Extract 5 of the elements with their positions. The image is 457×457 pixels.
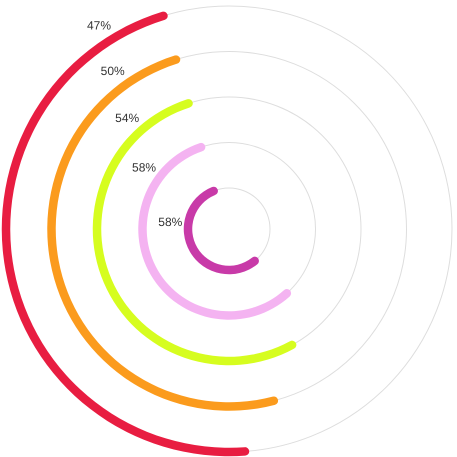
- data-label: 50%: [100, 64, 126, 78]
- data-label: 58%: [132, 160, 156, 174]
- data-label: 47%: [86, 18, 112, 32]
- data-label: 54%: [115, 111, 140, 126]
- data-label: 58%: [158, 215, 183, 230]
